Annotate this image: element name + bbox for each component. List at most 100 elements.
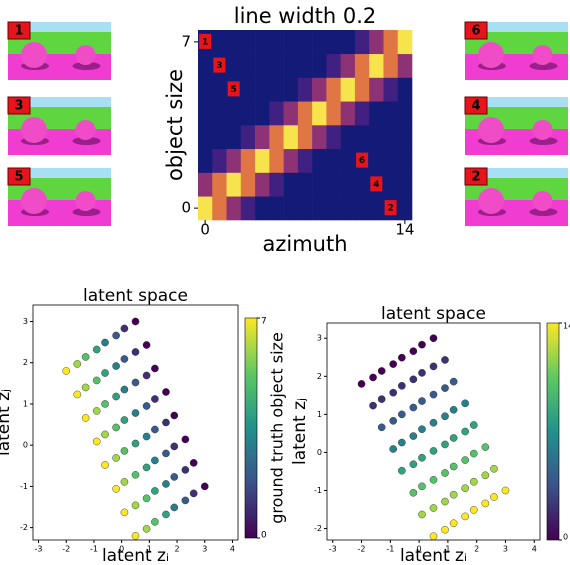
x-tick-label: -2 — [62, 545, 70, 554]
point — [462, 400, 469, 407]
heat-cell — [284, 125, 299, 149]
heat-cell — [241, 78, 256, 102]
heat-cell — [241, 125, 256, 149]
point — [143, 433, 150, 440]
y-tick-label: -1 — [314, 486, 322, 495]
point — [182, 497, 189, 504]
heat-cell — [269, 30, 284, 54]
colorbar — [547, 323, 559, 540]
point — [74, 360, 81, 367]
point — [418, 341, 425, 348]
annotation-label: 3 — [216, 61, 222, 71]
x-axis-label: latent zᵢ — [102, 546, 169, 565]
heat-cell — [383, 54, 398, 78]
heat-cell — [198, 196, 213, 220]
point — [441, 441, 448, 448]
heat-cell — [284, 30, 299, 54]
point — [171, 443, 178, 450]
point — [430, 335, 437, 342]
heat-cell — [269, 125, 284, 149]
point — [441, 526, 448, 533]
point — [430, 391, 437, 398]
point — [450, 378, 457, 385]
point — [121, 325, 128, 332]
point — [151, 395, 158, 402]
heat-cell — [369, 149, 384, 173]
point — [93, 346, 100, 353]
point — [171, 412, 178, 419]
heat-cell — [212, 149, 227, 173]
heat-cell — [355, 125, 370, 149]
heat-cell — [312, 125, 327, 149]
point — [171, 504, 178, 511]
heat-cell — [298, 125, 313, 149]
heat-cell — [284, 149, 299, 173]
y-axis-label: latent zⱼ — [290, 398, 310, 465]
point — [171, 473, 178, 480]
heat-cell — [326, 125, 341, 149]
point — [418, 483, 425, 490]
point — [190, 490, 197, 497]
annotation-label: 5 — [231, 85, 237, 95]
thumb-label: 3 — [14, 99, 23, 114]
point — [441, 413, 448, 420]
point — [182, 466, 189, 473]
point — [418, 426, 425, 433]
point — [121, 447, 128, 454]
point — [390, 361, 397, 368]
colorbar-label: ground truth object size — [268, 332, 287, 524]
point — [369, 402, 376, 409]
point — [132, 532, 139, 539]
x-tick-label: 2 — [175, 545, 180, 554]
point — [93, 407, 100, 414]
y-tick-label: 7 — [181, 32, 191, 50]
colorbar-tick-label: 0 — [563, 533, 568, 542]
heat-cell — [198, 173, 213, 197]
point — [470, 450, 477, 457]
heat-cell — [255, 78, 270, 102]
point — [132, 502, 139, 509]
point — [151, 457, 158, 464]
point — [121, 478, 128, 485]
point — [101, 461, 108, 468]
point — [132, 409, 139, 416]
heat-cell — [398, 101, 413, 125]
heat-cell — [326, 30, 341, 54]
point — [430, 476, 437, 483]
heat-cell — [241, 149, 256, 173]
heat-cell — [241, 54, 256, 78]
heat-cell — [255, 196, 270, 220]
point — [430, 533, 437, 540]
point — [430, 447, 437, 454]
heat-cell — [284, 54, 299, 78]
heat-cell — [241, 101, 256, 125]
point — [450, 491, 457, 498]
annotation-label: 6 — [359, 156, 365, 166]
heat-cell — [198, 125, 213, 149]
point — [113, 362, 120, 369]
point — [113, 332, 120, 339]
y-tick-label: 0 — [317, 448, 322, 457]
thumb-label: 1 — [14, 24, 23, 39]
x-tick-label: 14 — [395, 221, 414, 239]
point — [121, 386, 128, 393]
thumb-ball — [478, 42, 504, 68]
annotation-label: 1 — [202, 37, 208, 47]
heat-cell — [383, 101, 398, 125]
heat-cell — [341, 196, 356, 220]
point — [398, 411, 405, 418]
point — [390, 417, 397, 424]
point — [201, 483, 208, 490]
point — [450, 406, 457, 413]
point — [398, 439, 405, 446]
x-axis-label: azimuth — [262, 232, 347, 256]
heat-cell — [227, 125, 242, 149]
colorbar-tick-label: 0 — [261, 531, 267, 541]
thumb-ball — [478, 188, 504, 214]
thumb-ball — [533, 120, 553, 140]
heat-cell — [312, 101, 327, 125]
y-axis-label: object size — [163, 69, 187, 181]
point — [113, 485, 120, 492]
point — [441, 385, 448, 392]
heat-cell — [383, 78, 398, 102]
